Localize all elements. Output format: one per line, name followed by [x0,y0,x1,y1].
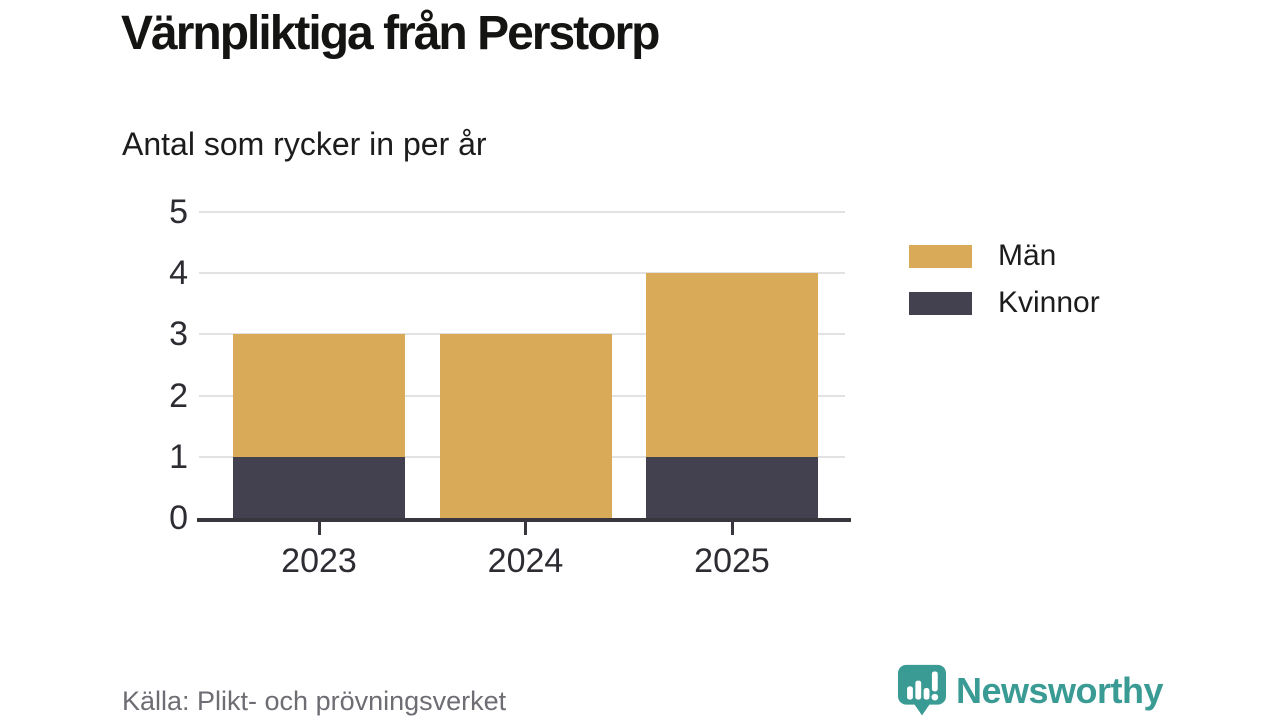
newsworthy-wordmark: Newsworthy [956,669,1164,711]
x-tick-label: 2024 [487,542,564,580]
y-tick-label: 0 [169,499,188,537]
y-tick-label: 4 [169,254,188,293]
y-tick-label: 3 [169,315,188,354]
y-tick-label: 5 [169,193,188,231]
x-tick-label: 2023 [281,542,357,580]
chart-subtitle: Antal som rycker in per år [122,126,487,162]
legend-item-kvinnor: Kvinnor [909,286,1100,319]
legend-item-män: Män [909,239,1056,272]
bar-segment-2025-män [646,273,818,457]
bar-segment-2023-män [233,334,405,457]
legend-swatch [909,291,972,315]
y-tick-label: 2 [169,376,188,415]
legend-label: Män [998,239,1057,272]
y-tick-label: 1 [169,437,188,476]
bar-segment-2024-män [439,334,612,518]
legend-label: Kvinnor [998,286,1100,319]
bar-segment-2025-kvinnor [646,456,818,518]
x-axis-line [197,518,851,522]
newsworthy-logo[interactable]: Newsworthy [897,664,1164,717]
newsworthy-speech-bubble-icon [897,664,947,716]
y-gridline [199,211,845,213]
source-note: Källa: Plikt- och prövningsverket [122,686,507,716]
x-tick-mark [730,522,734,535]
legend-swatch [909,244,972,268]
x-tick-mark [317,522,321,535]
chart-title: Värnpliktiga från Perstorp [121,7,660,60]
y-gridline [199,272,845,275]
x-tick-mark [524,522,527,535]
x-tick-label: 2025 [694,542,770,580]
bar-segment-2023-kvinnor [233,456,405,518]
